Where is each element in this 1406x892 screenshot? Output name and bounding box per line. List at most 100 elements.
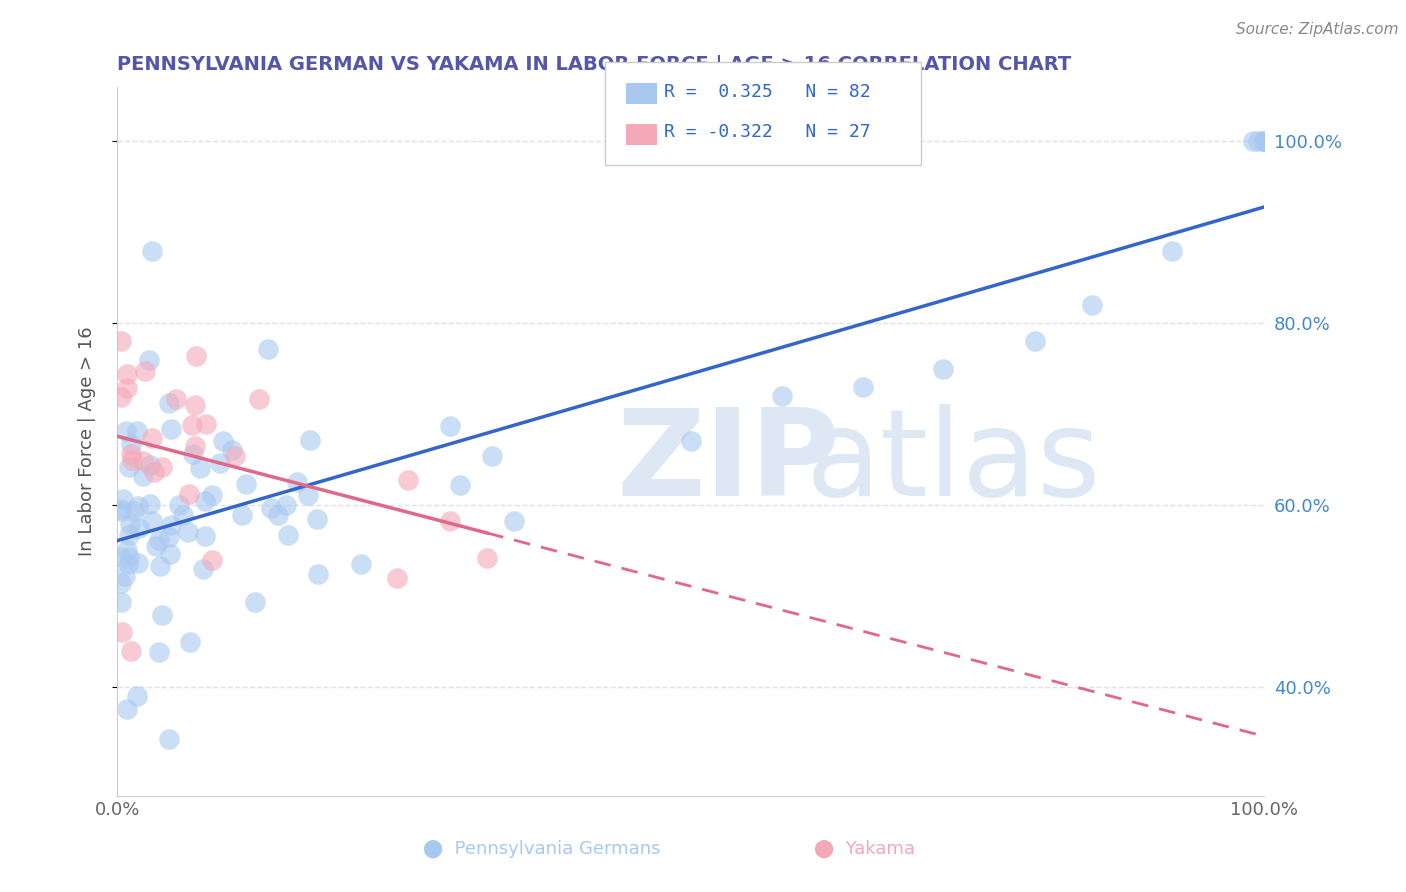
- Point: [117, 528, 139, 542]
- Point: [138, 497, 160, 511]
- Point: [299, 434, 322, 448]
- Point: [256, 343, 278, 357]
- Point: [503, 514, 526, 528]
- Point: [117, 381, 139, 395]
- Point: [285, 475, 308, 489]
- Point: [118, 550, 141, 565]
- Y-axis label: In Labor Force | Age > 16: In Labor Force | Age > 16: [79, 326, 96, 557]
- Point: [201, 552, 224, 566]
- Point: [120, 446, 142, 460]
- Text: ⬤  Yakama: ⬤ Yakama: [814, 839, 915, 858]
- Point: [115, 543, 138, 558]
- Point: [118, 517, 141, 532]
- Point: [307, 566, 329, 581]
- Point: [449, 478, 471, 492]
- Point: [125, 424, 148, 438]
- Point: [110, 502, 132, 516]
- Point: [143, 465, 166, 479]
- Point: [212, 434, 235, 449]
- Point: [1241, 134, 1264, 148]
- Point: [1161, 244, 1184, 258]
- Point: [110, 334, 132, 349]
- Point: [195, 417, 218, 432]
- Point: [1024, 334, 1046, 349]
- Point: [439, 514, 461, 528]
- Point: [110, 595, 132, 609]
- Point: [117, 557, 139, 571]
- Point: [235, 477, 257, 491]
- Point: [932, 361, 955, 376]
- Point: [1247, 134, 1270, 148]
- Point: [852, 380, 875, 394]
- Point: [139, 458, 162, 472]
- Point: [179, 487, 201, 501]
- Point: [120, 436, 142, 450]
- Point: [194, 493, 217, 508]
- Point: [181, 418, 204, 433]
- Point: [115, 367, 138, 381]
- Point: [276, 498, 298, 512]
- Point: [132, 468, 155, 483]
- Point: [149, 559, 172, 574]
- Point: [132, 454, 155, 468]
- Point: [110, 576, 132, 591]
- Point: [191, 561, 214, 575]
- Point: [169, 498, 191, 512]
- Point: [177, 524, 200, 539]
- Point: [141, 514, 163, 528]
- Point: [124, 503, 146, 517]
- Point: [350, 558, 373, 572]
- Point: [148, 645, 170, 659]
- Point: [188, 460, 211, 475]
- Point: [160, 518, 183, 533]
- Point: [148, 533, 170, 547]
- Text: R =  0.325   N = 82: R = 0.325 N = 82: [664, 83, 870, 101]
- Point: [172, 508, 194, 522]
- Point: [110, 549, 132, 564]
- Point: [439, 419, 461, 434]
- Point: [152, 607, 174, 622]
- Text: PENNSYLVANIA GERMAN VS YAKAMA IN LABOR FORCE | AGE > 16 CORRELATION CHART: PENNSYLVANIA GERMAN VS YAKAMA IN LABOR F…: [117, 55, 1071, 75]
- Point: [127, 499, 149, 513]
- Point: [110, 390, 132, 404]
- Point: [114, 425, 136, 439]
- Point: [247, 392, 270, 406]
- Point: [260, 500, 283, 515]
- Text: atlas: atlas: [806, 404, 1101, 521]
- Point: [157, 531, 180, 545]
- Text: R = -0.322   N = 27: R = -0.322 N = 27: [664, 123, 870, 141]
- Point: [138, 352, 160, 367]
- Point: [770, 389, 793, 403]
- Point: [150, 460, 173, 475]
- Point: [221, 443, 243, 458]
- Point: [297, 488, 319, 502]
- Point: [186, 349, 208, 363]
- Point: [231, 508, 253, 523]
- Point: [157, 396, 180, 410]
- Point: [194, 529, 217, 543]
- Point: [277, 527, 299, 541]
- Point: [307, 512, 329, 526]
- Point: [679, 434, 702, 449]
- Point: [1253, 134, 1275, 148]
- Point: [114, 569, 136, 583]
- Point: [385, 571, 408, 585]
- Point: [184, 439, 207, 453]
- Point: [111, 625, 134, 640]
- Point: [120, 643, 142, 657]
- Point: [115, 701, 138, 715]
- Point: [1253, 134, 1275, 148]
- Point: [111, 491, 134, 506]
- Point: [184, 398, 207, 412]
- Point: [125, 689, 148, 703]
- Point: [145, 540, 167, 554]
- Point: [267, 508, 290, 522]
- Text: ZIP: ZIP: [616, 404, 839, 521]
- Point: [141, 431, 163, 445]
- Point: [159, 422, 181, 436]
- Point: [127, 556, 149, 570]
- Point: [481, 449, 503, 463]
- Point: [121, 453, 143, 467]
- Point: [1253, 134, 1275, 148]
- Point: [1081, 298, 1104, 312]
